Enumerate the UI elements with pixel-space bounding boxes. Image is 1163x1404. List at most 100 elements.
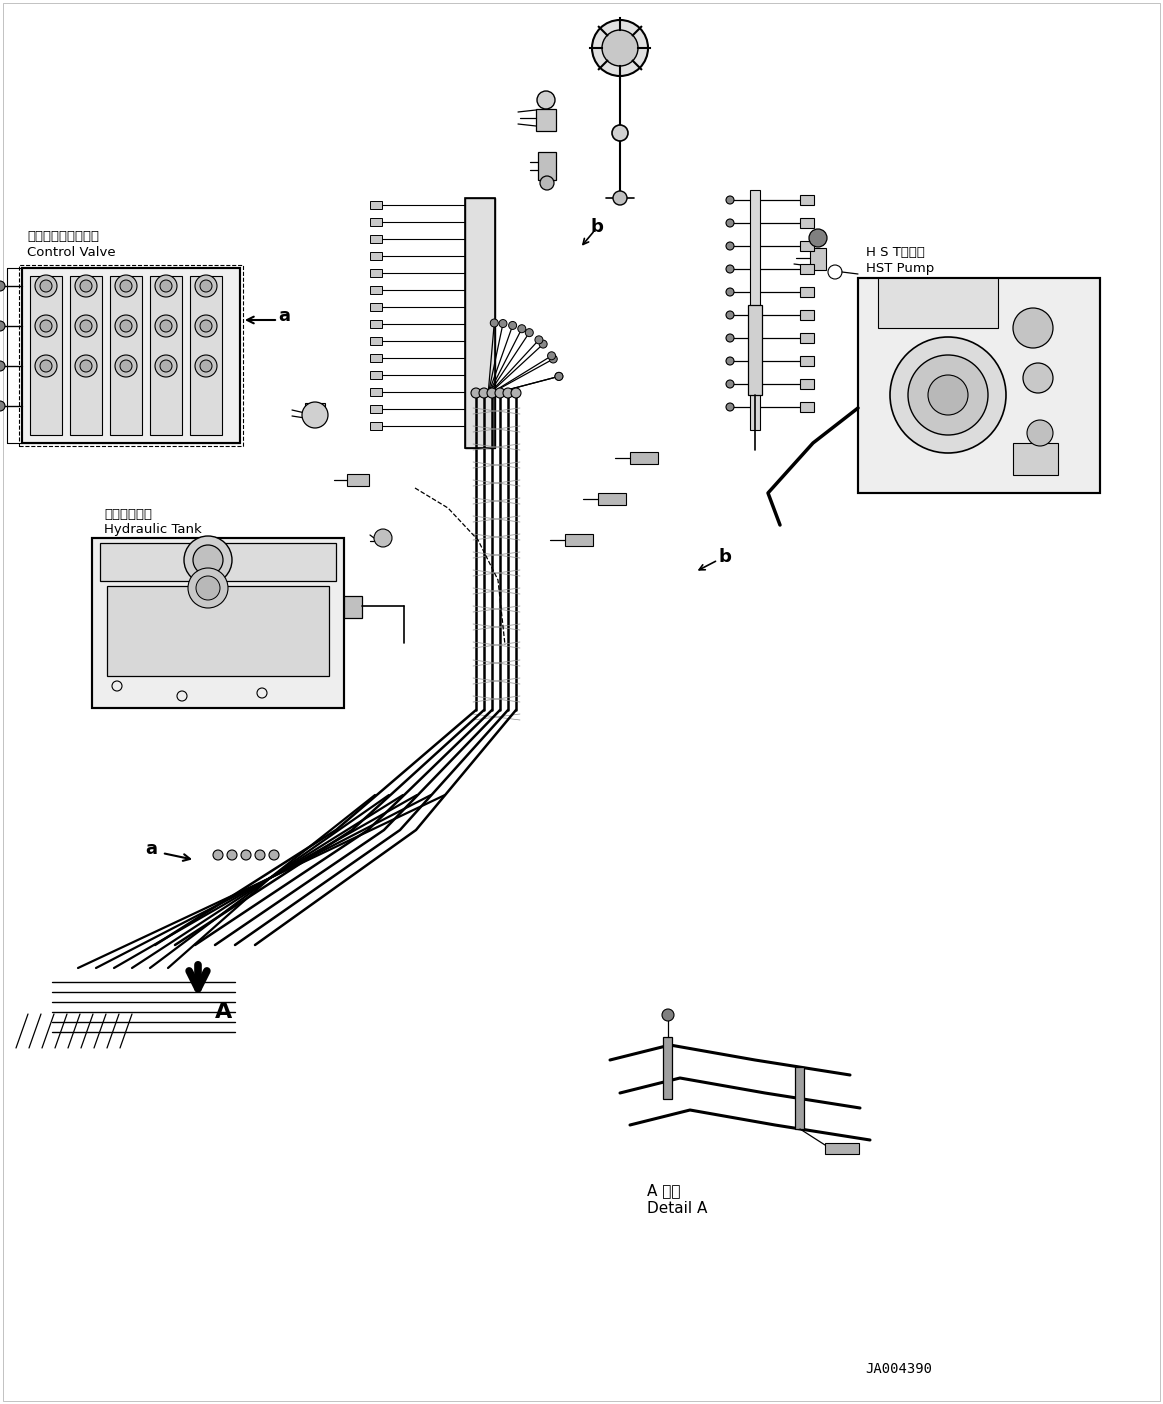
Text: HST Pump: HST Pump: [866, 263, 934, 275]
Text: b: b: [590, 218, 602, 236]
Circle shape: [537, 91, 555, 110]
Circle shape: [726, 380, 734, 388]
Bar: [370, 371, 381, 379]
Bar: [370, 234, 381, 243]
Bar: [858, 278, 1100, 493]
Bar: [370, 218, 381, 226]
Bar: [370, 337, 381, 345]
Circle shape: [487, 388, 497, 397]
Bar: [100, 543, 336, 581]
Text: b: b: [718, 548, 730, 566]
Circle shape: [495, 388, 505, 397]
Circle shape: [504, 388, 513, 397]
Circle shape: [184, 536, 231, 584]
Text: H S Tポンプ: H S Tポンプ: [866, 246, 925, 258]
Circle shape: [227, 849, 237, 861]
Circle shape: [479, 388, 488, 397]
Circle shape: [155, 275, 177, 298]
Circle shape: [890, 337, 1006, 453]
Bar: [465, 198, 495, 448]
Circle shape: [74, 355, 97, 378]
Bar: [347, 475, 369, 486]
Bar: [800, 218, 814, 227]
Text: A: A: [215, 1002, 233, 1022]
Circle shape: [0, 281, 5, 291]
Circle shape: [197, 576, 220, 600]
Bar: [70, 277, 102, 435]
Circle shape: [555, 372, 563, 380]
Bar: [19, 265, 243, 446]
Bar: [1013, 444, 1058, 475]
Circle shape: [40, 320, 52, 331]
Bar: [878, 278, 998, 329]
Circle shape: [200, 359, 212, 372]
Circle shape: [726, 265, 734, 272]
Text: コントロールバルブ: コントロールバルブ: [27, 230, 99, 243]
Bar: [22, 268, 240, 444]
Circle shape: [499, 320, 507, 327]
Bar: [800, 310, 814, 320]
Circle shape: [592, 20, 648, 76]
Bar: [370, 354, 381, 362]
Circle shape: [200, 279, 212, 292]
Circle shape: [120, 359, 131, 372]
Circle shape: [662, 1009, 675, 1021]
Bar: [370, 303, 381, 312]
Circle shape: [269, 849, 279, 861]
Bar: [748, 305, 762, 395]
Circle shape: [726, 288, 734, 296]
Circle shape: [1023, 364, 1053, 393]
Circle shape: [195, 355, 217, 378]
Circle shape: [80, 279, 92, 292]
Bar: [800, 241, 814, 251]
Circle shape: [928, 375, 968, 416]
Bar: [800, 379, 814, 389]
Circle shape: [195, 275, 217, 298]
Circle shape: [612, 125, 628, 140]
Bar: [370, 201, 381, 209]
Circle shape: [491, 319, 498, 327]
Text: A 詳細: A 詳細: [647, 1184, 680, 1198]
Circle shape: [35, 314, 57, 337]
Bar: [825, 1143, 859, 1154]
Bar: [750, 190, 759, 430]
Circle shape: [726, 197, 734, 204]
Circle shape: [188, 569, 228, 608]
Circle shape: [160, 359, 172, 372]
Circle shape: [726, 241, 734, 250]
Bar: [800, 195, 814, 205]
Text: Hydraulic Tank: Hydraulic Tank: [104, 524, 201, 536]
Bar: [370, 286, 381, 293]
Bar: [536, 110, 556, 131]
Circle shape: [155, 314, 177, 337]
Bar: [858, 278, 1100, 493]
Circle shape: [74, 275, 97, 298]
Circle shape: [1027, 420, 1053, 446]
Circle shape: [1013, 307, 1053, 348]
Bar: [663, 1038, 672, 1099]
Circle shape: [555, 372, 563, 380]
Circle shape: [200, 320, 212, 331]
Bar: [465, 198, 495, 448]
Circle shape: [508, 322, 516, 330]
Bar: [565, 534, 593, 546]
Bar: [30, 277, 62, 435]
Bar: [800, 333, 814, 343]
Bar: [107, 585, 329, 675]
Circle shape: [120, 320, 131, 331]
Bar: [344, 597, 362, 618]
Circle shape: [809, 229, 827, 247]
Bar: [800, 286, 814, 298]
Bar: [809, 249, 826, 270]
Circle shape: [0, 402, 5, 411]
Bar: [370, 251, 381, 260]
Bar: [92, 538, 344, 708]
Circle shape: [115, 355, 137, 378]
Circle shape: [726, 334, 734, 343]
Circle shape: [40, 359, 52, 372]
Bar: [110, 277, 142, 435]
Circle shape: [80, 359, 92, 372]
Circle shape: [35, 355, 57, 378]
Bar: [150, 277, 181, 435]
Circle shape: [726, 219, 734, 227]
